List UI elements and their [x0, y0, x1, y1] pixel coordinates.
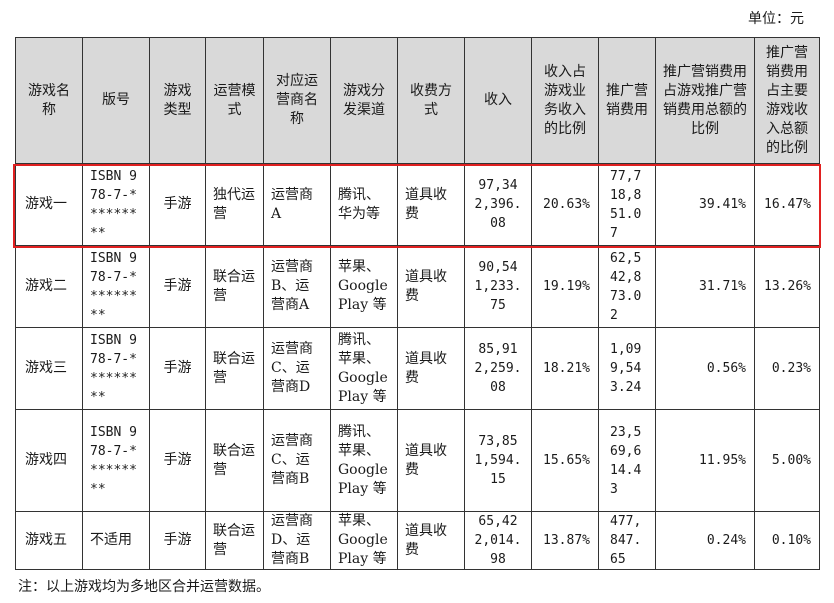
cell-marketing-rev-ratio: 0.23% — [754, 327, 820, 410]
cell-operation-mode: 联合运营 — [205, 327, 264, 410]
cell-revenue: 73,851,594.15 — [464, 409, 532, 512]
table-row: 游戏三 ISBN 978-7-********* 手游 联合运营 运营商C、运营… — [15, 327, 820, 410]
header-row: 游戏名称 版号 游戏类型 运营模式 对应运营商名称 游戏分发渠道 收费方式 收入… — [15, 37, 820, 164]
cell-game-name: 游戏四 — [15, 409, 83, 512]
cell-game-type: 手游 — [149, 327, 206, 410]
cell-isbn: ISBN 978-7-********* — [82, 163, 150, 246]
footnote: 注：以上游戏均为多地区合并运营数据。 — [18, 579, 270, 595]
cell-channel: 腾讯、苹果、Google Play 等 — [330, 409, 398, 512]
table-row: 游戏五 不适用 手游 联合运营 运营商D、运营商B 苹果、Google Play… — [15, 511, 820, 570]
header-marketing-rev-ratio: 推广营销费用占主要游戏收入总额的比例 — [754, 37, 820, 164]
cell-game-name: 游戏一 — [15, 163, 83, 246]
cell-revenue-ratio: 18.21% — [531, 327, 599, 410]
cell-marketing: 1,099,543.24 — [598, 327, 656, 410]
cell-channel: 苹果、Google Play 等 — [330, 245, 398, 328]
table-row: 游戏二 ISBN 978-7-********* 手游 联合运营 运营商B、运营… — [15, 245, 820, 328]
unit-label: 单位：元 — [748, 11, 804, 27]
cell-fee-method: 道具收费 — [397, 409, 465, 512]
cell-operator: 运营商D、运营商B — [263, 511, 331, 570]
cell-fee-method: 道具收费 — [397, 245, 465, 328]
cell-marketing-ratio: 31.71% — [655, 245, 755, 328]
cell-game-type: 手游 — [149, 409, 206, 512]
header-game-type: 游戏类型 — [149, 37, 206, 164]
cell-marketing-rev-ratio: 5.00% — [754, 409, 820, 512]
table-row: 游戏四 ISBN 978-7-********* 手游 联合运营 运营商C、运营… — [15, 409, 820, 512]
header-revenue: 收入 — [464, 37, 532, 164]
cell-operation-mode: 独代运营 — [205, 163, 264, 246]
cell-revenue-ratio: 19.19% — [531, 245, 599, 328]
cell-revenue: 85,912,259.08 — [464, 327, 532, 410]
header-isbn: 版号 — [82, 37, 150, 164]
cell-operator: 运营商C、运营商B — [263, 409, 331, 512]
header-marketing-ratio: 推广营销费用占游戏推广营销费用总额的比例 — [655, 37, 755, 164]
cell-isbn: ISBN 978-7-********* — [82, 245, 150, 328]
header-fee-method: 收费方式 — [397, 37, 465, 164]
cell-game-type: 手游 — [149, 511, 206, 570]
cell-operator: 运营商C、运营商D — [263, 327, 331, 410]
cell-marketing-rev-ratio: 13.26% — [754, 245, 820, 328]
cell-fee-method: 道具收费 — [397, 327, 465, 410]
cell-marketing-ratio: 39.41% — [655, 163, 755, 246]
cell-isbn: ISBN 978-7-********* — [82, 327, 150, 410]
cell-operation-mode: 联合运营 — [205, 409, 264, 512]
cell-revenue: 97,342,396.08 — [464, 163, 532, 246]
cell-marketing: 77,718,851.07 — [598, 163, 656, 246]
cell-marketing-ratio: 0.24% — [655, 511, 755, 570]
cell-marketing-rev-ratio: 16.47% — [754, 163, 820, 246]
cell-marketing: 477,847.65 — [598, 511, 656, 570]
cell-operator: 运营商B、运营商A — [263, 245, 331, 328]
header-channel: 游戏分发渠道 — [330, 37, 398, 164]
header-marketing: 推广营销费用 — [598, 37, 656, 164]
cell-channel: 苹果、Google Play 等 — [330, 511, 398, 570]
cell-game-type: 手游 — [149, 245, 206, 328]
cell-revenue-ratio: 13.87% — [531, 511, 599, 570]
cell-marketing-rev-ratio: 0.10% — [754, 511, 820, 570]
cell-revenue: 65,422,014.98 — [464, 511, 532, 570]
table-row: 游戏一 ISBN 978-7-********* 手游 独代运营 运营商A 腾讯… — [15, 163, 820, 246]
cell-revenue: 90,541,233.75 — [464, 245, 532, 328]
cell-game-name: 游戏二 — [15, 245, 83, 328]
cell-game-name: 游戏五 — [15, 511, 83, 570]
cell-marketing-ratio: 0.56% — [655, 327, 755, 410]
cell-isbn: ISBN 978-7-********* — [82, 409, 150, 512]
cell-fee-method: 道具收费 — [397, 511, 465, 570]
cell-operation-mode: 联合运营 — [205, 245, 264, 328]
cell-revenue-ratio: 15.65% — [531, 409, 599, 512]
cell-marketing: 62,542,873.02 — [598, 245, 656, 328]
cell-operation-mode: 联合运营 — [205, 511, 264, 570]
header-game-name: 游戏名称 — [15, 37, 83, 164]
game-revenue-table: 游戏名称 版号 游戏类型 运营模式 对应运营商名称 游戏分发渠道 收费方式 收入… — [15, 37, 820, 570]
cell-fee-method: 道具收费 — [397, 163, 465, 246]
header-revenue-ratio: 收入占游戏业务收入的比例 — [531, 37, 599, 164]
cell-game-type: 手游 — [149, 163, 206, 246]
header-operation-mode: 运营模式 — [205, 37, 264, 164]
cell-game-name: 游戏三 — [15, 327, 83, 410]
cell-operator: 运营商A — [263, 163, 331, 246]
cell-revenue-ratio: 20.63% — [531, 163, 599, 246]
cell-marketing-ratio: 11.95% — [655, 409, 755, 512]
cell-channel: 腾讯、华为等 — [330, 163, 398, 246]
cell-isbn: 不适用 — [82, 511, 150, 570]
header-operator: 对应运营商名称 — [263, 37, 331, 164]
cell-marketing: 23,569,614.43 — [598, 409, 656, 512]
cell-channel: 腾讯、苹果、Google Play 等 — [330, 327, 398, 410]
